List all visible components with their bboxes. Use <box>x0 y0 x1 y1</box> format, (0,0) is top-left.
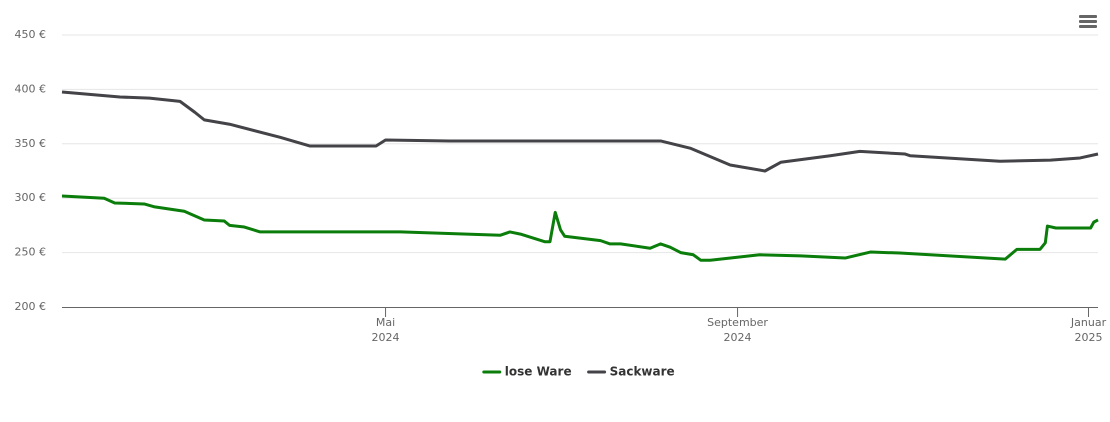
x-tick-label: Mai 2024 <box>372 316 400 344</box>
y-tick-label: 300 € <box>15 191 47 204</box>
legend-text: Sackware <box>610 365 675 379</box>
series-line <box>61 194 1099 262</box>
series-line <box>61 90 1099 173</box>
legend-text: lose Ware <box>505 365 572 379</box>
y-tick-label: 200 € <box>15 300 47 313</box>
y-tick-label: 400 € <box>15 82 47 95</box>
menu-button[interactable] <box>1079 15 1097 28</box>
x-tick-label: Januar 2025 <box>1070 316 1107 344</box>
y-tick-label: 450 € <box>15 28 47 41</box>
y-tick-label: 250 € <box>15 246 47 259</box>
y-tick-label: 350 € <box>15 137 47 150</box>
legend-item[interactable]: lose Ware <box>482 365 572 379</box>
x-tick-label: September 2024 <box>707 316 768 344</box>
legend-item[interactable]: Sackware <box>587 365 675 379</box>
